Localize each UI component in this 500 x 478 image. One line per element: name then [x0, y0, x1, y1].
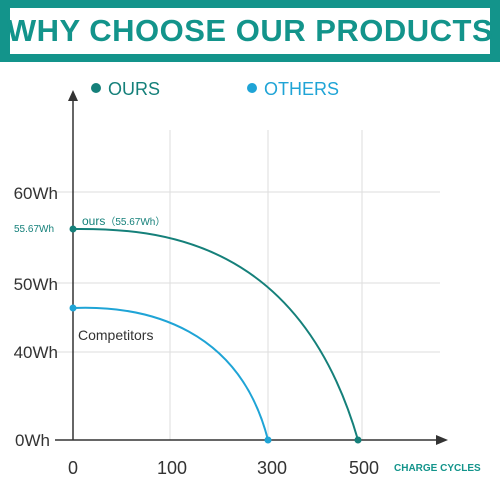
- y-axis-arrow: [68, 90, 78, 101]
- series-point-others-start: [69, 304, 77, 312]
- x-tick-label-300: 300: [257, 458, 287, 478]
- x-axis-title: CHARGE CYCLES: [394, 463, 481, 474]
- page-title: WHY CHOOSE OUR PRODUCTS: [6, 13, 494, 48]
- series-line-ours: [72, 227, 359, 441]
- series-point-others-end: [264, 436, 272, 444]
- y-tick-label-50: 50Wh: [14, 275, 58, 294]
- header-title-box: WHY CHOOSE OUR PRODUCTS: [6, 8, 494, 54]
- x-tick-label-0: 0: [68, 458, 78, 478]
- header-banner: WHY CHOOSE OUR PRODUCTS: [0, 0, 500, 62]
- x-tick-label-500: 500: [349, 458, 379, 478]
- series-line-others: [72, 306, 269, 441]
- ours-series-label: ours（55.67Wh）: [82, 214, 165, 228]
- x-tick-label-100: 100: [157, 458, 187, 478]
- grid-horizontal: [55, 191, 440, 353]
- y-tick-label-60: 60Wh: [14, 184, 58, 203]
- x-axis-arrow: [436, 435, 448, 445]
- y-tick-label-40: 40Wh: [14, 343, 58, 362]
- series-point-ours-start: [69, 225, 77, 233]
- legend-marker-others: [247, 83, 257, 93]
- ours-series-label-value: （55.67Wh）: [105, 216, 165, 228]
- series-point-ours-end: [354, 436, 362, 444]
- legend-label-others: OTHERS: [264, 79, 339, 99]
- legend-marker-ours: [91, 83, 101, 93]
- competitors-series-label: Competitors: [78, 327, 153, 343]
- y-tick-label-0: 0Wh: [15, 431, 50, 450]
- grid-vertical: [169, 130, 363, 440]
- ours-series-label-name: ours: [82, 214, 105, 228]
- legend-label-ours: OURS: [108, 79, 160, 99]
- ours-start-value-label: 55.67Wh: [14, 224, 54, 235]
